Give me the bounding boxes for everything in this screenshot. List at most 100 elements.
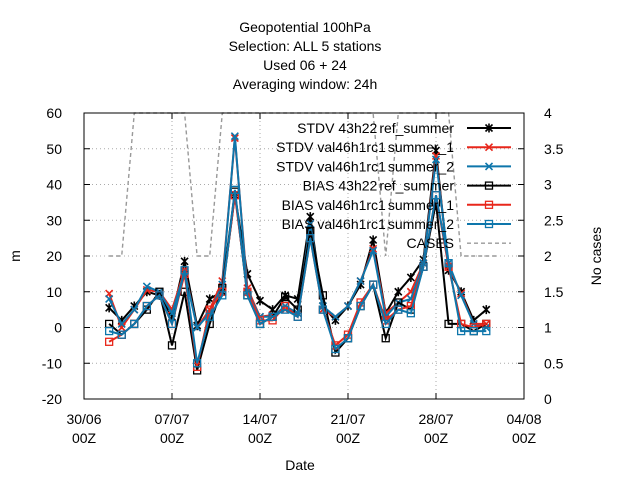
- y-tick-label: -20: [42, 391, 62, 407]
- data-point: [369, 246, 378, 255]
- x-tick-label-hour: 00Z: [424, 430, 449, 446]
- data-point: [482, 305, 491, 315]
- data-point: [230, 132, 239, 141]
- legend-entry: BIAS val46h1rc1 summer_1: [282, 197, 511, 213]
- data-point: [419, 262, 428, 271]
- data-point: [484, 123, 494, 133]
- data-point: [105, 294, 114, 303]
- data-point: [457, 291, 466, 300]
- data-point: [280, 305, 290, 314]
- data-point: [180, 256, 189, 266]
- data-point: [306, 219, 315, 228]
- data-point: [230, 185, 240, 195]
- data-point: [192, 359, 202, 368]
- y-tick-label: 30: [46, 212, 62, 228]
- data-point: [117, 319, 126, 328]
- x-tick-label-hour: 00Z: [336, 430, 361, 446]
- legend: STDV 43h22 ref_summer STDV val46h1rc1 summe…: [276, 120, 511, 251]
- data-point: [167, 341, 177, 350]
- legend-entry: BIAS val46h1rc1 summer_2: [282, 216, 511, 232]
- legend-entry: CASES: [407, 235, 511, 251]
- data-point: [381, 334, 390, 343]
- legend-label: STDV val46h1rc1 summer_1: [276, 139, 454, 155]
- data-point: [456, 326, 466, 336]
- data-point: [205, 312, 214, 321]
- y-tick-label: -10: [42, 355, 62, 371]
- y-tick-label: 40: [46, 177, 62, 193]
- data-point: [381, 319, 390, 329]
- data-point: [331, 312, 340, 321]
- data-point: [356, 276, 365, 286]
- data-point: [484, 200, 494, 209]
- x-axis-label: Date: [285, 457, 315, 473]
- x-tick-label-hour: 00Z: [72, 430, 97, 446]
- title-line: Averaging window: 24h: [233, 76, 378, 92]
- data-point: [343, 334, 353, 343]
- data-point: [218, 291, 227, 300]
- y-tick-label: 50: [46, 141, 62, 157]
- data-point: [444, 258, 453, 268]
- data-point: [306, 233, 315, 243]
- data-point: [193, 323, 202, 332]
- y2-axis: 0 0.5 1 1.5 2 2.5 3 3.5 4: [518, 105, 564, 407]
- x-tick-label-date: 04/08: [506, 411, 541, 427]
- data-point: [293, 312, 302, 321]
- data-point: [484, 219, 494, 229]
- data-point: [180, 266, 189, 275]
- y2-tick-label: 0.5: [544, 355, 564, 371]
- x-tick-label-date: 28/07: [418, 411, 453, 427]
- data-point: [205, 294, 214, 304]
- chart-title: Geopotential 100hPa Selection: ALL 5 stat…: [229, 19, 382, 92]
- x-axis: 30/06 00Z 07/07 00Z 14/07 00Z 21/07 00Z 28/07 00Z…: [66, 113, 542, 446]
- data-point: [482, 326, 491, 336]
- x-tick-label-hour: 00Z: [160, 430, 185, 446]
- y-tick-label: 10: [46, 284, 62, 300]
- title-line: Selection: ALL 5 stations: [229, 38, 382, 54]
- data-point: [318, 291, 328, 300]
- y2-tick-label: 0: [544, 391, 552, 407]
- data-point: [255, 319, 265, 329]
- data-point: [255, 296, 265, 306]
- data-point: [444, 319, 453, 329]
- series-line: [108, 189, 487, 364]
- plot-series: [104, 112, 499, 375]
- data-point: [130, 319, 139, 329]
- y-axis-label: m: [7, 250, 23, 262]
- x-tick-label-date: 21/07: [330, 411, 365, 427]
- data-point: [142, 282, 151, 291]
- data-point: [243, 291, 252, 300]
- x-tick-label-date: 07/07: [154, 411, 189, 427]
- data-point: [117, 330, 126, 339]
- y2-tick-label: 2: [544, 248, 552, 264]
- y2-tick-label: 1: [544, 320, 552, 336]
- y-tick-label: 0: [54, 320, 62, 336]
- y2-tick-label: 1.5: [544, 284, 564, 300]
- data-point: [406, 309, 416, 318]
- x-tick-label-hour: 00Z: [248, 430, 273, 446]
- data-point: [343, 301, 353, 311]
- data-point: [155, 291, 164, 300]
- y2-tick-label: 4: [544, 105, 552, 121]
- y2-tick-label: 3.5: [544, 141, 564, 157]
- data-point: [431, 191, 441, 200]
- title-line: Geopotential 100hPa: [239, 19, 371, 35]
- data-point: [167, 319, 177, 329]
- legend-label: BIAS val46h1rc1 summer_2: [282, 216, 455, 232]
- legend-label: CASES: [407, 235, 454, 251]
- data-point: [484, 143, 494, 152]
- legend-label: STDV val46h1rc1 summer_2: [276, 158, 454, 174]
- legend-entry: STDV val46h1rc1 summer_1: [276, 139, 511, 155]
- legend-entry: STDV 43h22 ref_summer: [297, 120, 511, 136]
- data-point: [406, 272, 415, 282]
- data-point: [306, 212, 315, 222]
- data-point: [142, 301, 152, 311]
- data-point: [331, 344, 340, 354]
- x-tick-label-date: 14/07: [242, 411, 277, 427]
- data-point: [104, 326, 114, 336]
- legend-label: BIAS 43h22 ref_summer: [303, 178, 455, 194]
- data-point: [130, 305, 139, 314]
- data-point: [484, 181, 494, 190]
- data-point: [356, 301, 365, 311]
- legend-label: STDV 43h22 ref_summer: [297, 120, 454, 136]
- y2-tick-label: 3: [544, 177, 552, 193]
